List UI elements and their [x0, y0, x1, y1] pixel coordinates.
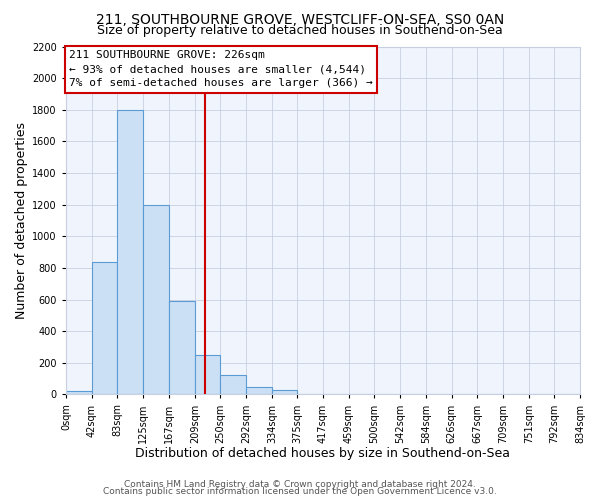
- Text: Contains public sector information licensed under the Open Government Licence v3: Contains public sector information licen…: [103, 487, 497, 496]
- Bar: [246, 388, 272, 394]
- Bar: [117, 110, 143, 395]
- Text: Contains HM Land Registry data © Crown copyright and database right 2024.: Contains HM Land Registry data © Crown c…: [124, 480, 476, 489]
- Text: Size of property relative to detached houses in Southend-on-Sea: Size of property relative to detached ho…: [97, 24, 503, 37]
- Text: 211, SOUTHBOURNE GROVE, WESTCLIFF-ON-SEA, SS0 0AN: 211, SOUTHBOURNE GROVE, WESTCLIFF-ON-SEA…: [96, 12, 504, 26]
- Bar: [92, 262, 117, 394]
- Bar: [143, 204, 169, 394]
- Bar: [220, 374, 246, 394]
- Bar: [272, 390, 297, 394]
- Bar: [195, 355, 220, 395]
- Bar: [66, 392, 92, 394]
- Bar: [169, 301, 195, 394]
- Text: 211 SOUTHBOURNE GROVE: 226sqm
← 93% of detached houses are smaller (4,544)
7% of: 211 SOUTHBOURNE GROVE: 226sqm ← 93% of d…: [69, 50, 373, 88]
- Y-axis label: Number of detached properties: Number of detached properties: [15, 122, 28, 319]
- X-axis label: Distribution of detached houses by size in Southend-on-Sea: Distribution of detached houses by size …: [136, 447, 511, 460]
